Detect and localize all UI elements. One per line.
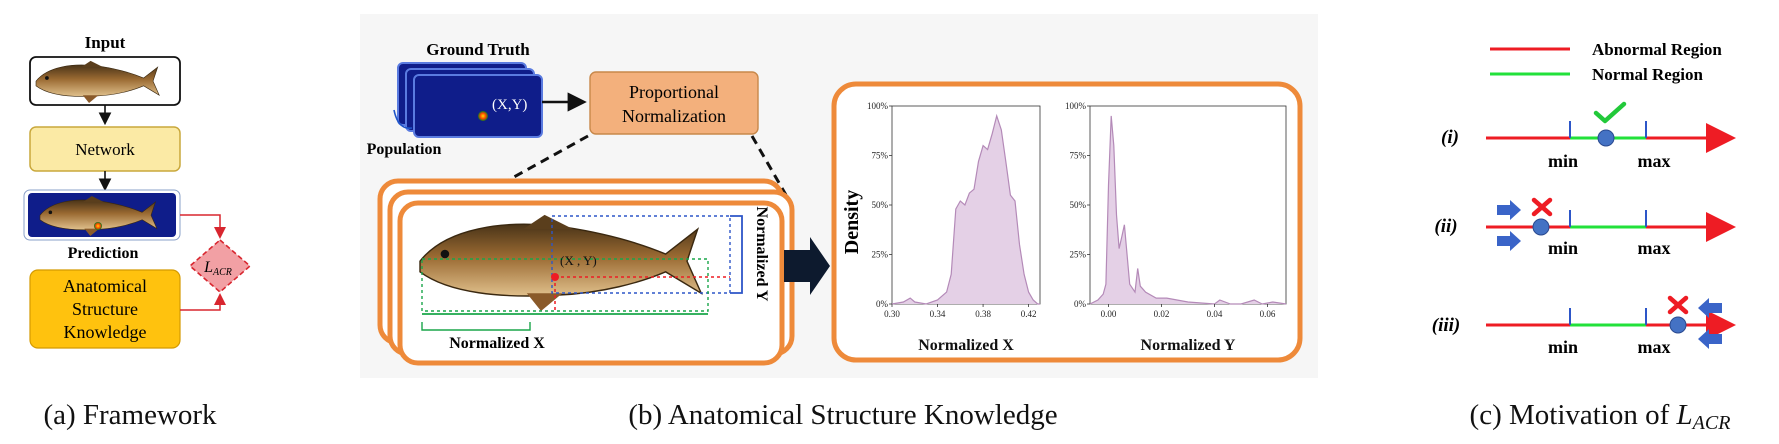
row-iii-min-label: min: [1548, 337, 1578, 357]
population-brace: [393, 109, 413, 129]
chart-1-y-tick-label: 50%: [872, 200, 889, 210]
arrow-left-icon: [1698, 329, 1722, 349]
fish-point-label: (X , Y): [560, 253, 597, 268]
chart-2-x-tick-label: 0.04: [1207, 309, 1223, 319]
chart-1-y-tick-label: 25%: [872, 250, 889, 260]
prediction-heatmap: [94, 222, 102, 230]
chart-2-y-tick-label: 75%: [1070, 151, 1087, 161]
proportional-line-2: Normalization: [622, 106, 726, 126]
zoom-line-left: [477, 134, 589, 199]
cross-icon: [1667, 295, 1689, 315]
row-label-iii: (iii): [1432, 315, 1461, 336]
chart-1-x-tick-label: 0.34: [930, 309, 946, 319]
normalized-y-label: Normalized Y: [753, 207, 770, 302]
caption-b: (b) Anatomical Structure Knowledge: [628, 399, 1057, 431]
big-arrow: [784, 237, 830, 295]
chart-2-x-tick-label: 0.00: [1101, 309, 1117, 319]
check-icon: [1593, 101, 1627, 124]
row-iii-max-label: max: [1638, 337, 1671, 357]
caption-a: (a) Framework: [43, 399, 217, 431]
chart-1-x-axis-label: Normalized X: [918, 337, 1014, 354]
legend-normal-label: Normal Region: [1592, 65, 1704, 84]
population-label: Population: [367, 141, 442, 158]
fish-keypoint: [551, 273, 559, 281]
row-ii-marker: [1532, 218, 1550, 236]
row-i-min-label: min: [1548, 151, 1578, 171]
caption-c: (c) Motivation of LACR: [1470, 399, 1731, 434]
normalized-x-label: Normalized X: [449, 335, 545, 352]
legend-abnormal-label: Abnormal Region: [1592, 40, 1722, 59]
proportional-line-1: Proportional: [629, 82, 719, 102]
row-ii-min-label: min: [1548, 238, 1578, 258]
arrow-right-icon: [1497, 231, 1521, 251]
row-label-ii: (ii): [1434, 216, 1457, 237]
arrow-right-icon: [1497, 200, 1521, 220]
chart-1-x-tick-label: 0.38: [975, 309, 991, 319]
row-ii-max-label: max: [1638, 238, 1671, 258]
input-label: Input: [85, 33, 126, 52]
chart-2-y-tick-label: 50%: [1070, 200, 1087, 210]
gt-card-1: [413, 74, 543, 138]
knowledge-box[interactable]: [29, 269, 181, 349]
chart-2-x-tick-label: 0.02: [1154, 309, 1170, 319]
proportional-normalization-box[interactable]: [589, 71, 759, 135]
gt-point-label: (X,Y): [492, 97, 527, 113]
fish-bbox-blue: [551, 215, 731, 294]
arrow-prediction-loss: [180, 214, 226, 239]
row-i-max-label: max: [1638, 151, 1671, 171]
arrow-left-icon: [1698, 298, 1722, 318]
gt-heatmap: [478, 111, 488, 121]
chart-1-y-tick-label: 100%: [867, 101, 889, 111]
panel-c: Abnormal Region Normal Region (i) min ma…: [1432, 40, 1736, 434]
chart-1-density-line: [891, 113, 1040, 305]
chart-2-x-axis-label: Normalized Y: [1141, 337, 1236, 354]
fish-bbox-green: [421, 258, 709, 312]
normalized-y-bracket: [730, 215, 743, 294]
chart-1-y-tick-label: 0%: [876, 299, 889, 309]
chart-2-y-tick-label: 100%: [1065, 101, 1087, 111]
network-label: Network: [75, 140, 135, 159]
chart-2-y-tick-label: 0%: [1074, 299, 1087, 309]
loss-diamond: [188, 238, 252, 294]
chart-1-x-tick-label: 0.42: [1021, 309, 1037, 319]
normalized-x-bracket: [421, 322, 531, 331]
chart-1-density-area: [892, 115, 1040, 305]
loss-symbol: LACR: [203, 259, 232, 278]
chart-2-x-tick-label: 0.06: [1260, 309, 1276, 319]
panel-b: Ground Truth (X,Y) Population Proportion…: [360, 14, 1318, 431]
density-charts: 0% 25% 50% 75% 100% 0.30 0.34 0.38 0.42 Normalize…: [867, 101, 1287, 354]
chart-2-y-tick-label: 25%: [1070, 250, 1087, 260]
row-label-i: (i): [1441, 127, 1459, 148]
prediction-label: Prediction: [68, 245, 139, 262]
knowledge-line-3: Knowledge: [64, 322, 147, 342]
row-iii-marker: [1669, 316, 1687, 334]
chart-1-x-tick-label: 0.30: [884, 309, 900, 319]
row-i-marker: [1597, 129, 1615, 147]
knowledge-line-1: Anatomical: [63, 276, 147, 296]
panel-a: Input Network Prediction Anatomical Stru…: [23, 33, 252, 431]
cross-icon: [1531, 197, 1553, 217]
chart-2-density-area: [1090, 115, 1286, 305]
knowledge-line-2: Structure: [72, 299, 138, 319]
arrow-knowledge-loss: [180, 293, 226, 311]
density-label: Density: [841, 190, 863, 254]
chart-2-density-line: [1089, 115, 1287, 305]
ground-truth-label: Ground Truth: [426, 40, 530, 59]
chart-1-y-tick-label: 75%: [872, 151, 889, 161]
zoom-line-right: [750, 135, 788, 196]
